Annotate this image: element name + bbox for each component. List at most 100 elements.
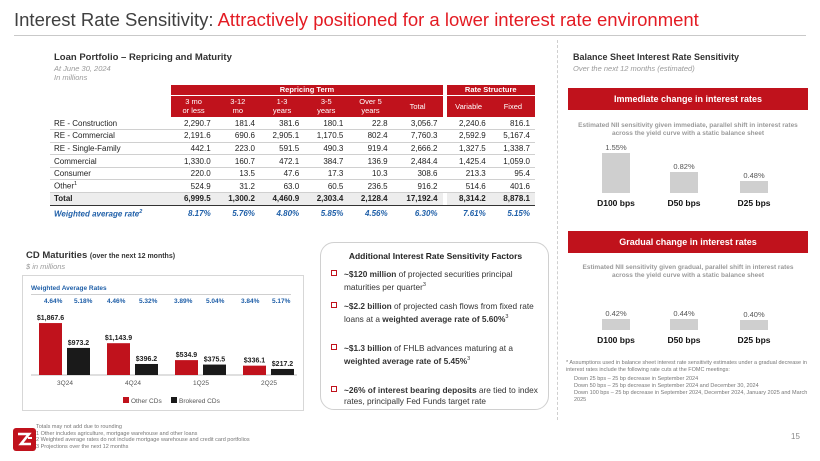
row-label: Consumer [50,167,172,181]
gradual-change-banner: Gradual change in interest rates [568,231,808,253]
table-cell: 2,484.4 [392,154,443,168]
sensitivity-bar [670,171,698,193]
table-cell: 384.7 [304,154,349,168]
sensitivity-percent: 0.40% [743,309,765,319]
table-cell: 308.6 [392,167,443,181]
cd-bar-other-cds [175,360,198,375]
table-row: RE - Construction 2,290.7 181.4 381.6 180.1 2… [50,117,535,131]
table-cell: 60.5 [304,179,349,194]
cd-bar-label: $336.1 [244,358,266,365]
sensitivity-title: Balance Sheet Interest Rate Sensitivity [573,52,740,62]
table-cell: 7,760.3 [392,129,443,143]
table-cell: 1,059.0 [490,154,535,168]
cd-category-label: 4Q24 [125,380,141,387]
cd-category-label: 1Q25 [193,380,209,387]
bullet-square-icon [331,270,337,276]
column-header: 3 mo or less [171,94,216,117]
table-cell: 690.6 [215,129,260,143]
title-divider [14,35,806,36]
table-cell: 490.3 [304,142,349,156]
cd-bar-other-cds [39,323,62,375]
table-row: Consumer 220.0 13.5 47.6 17.3 10.3 308.6 213.3 9… [50,167,535,181]
factor-item: ~$2.2 billion of projected cash flows fr… [331,301,543,324]
weighted-average-rate: 4.46% [107,298,126,305]
table-cell: 5.85% [320,208,344,218]
row-label: RE - Construction [50,117,172,131]
row-label: Other1 [50,179,172,194]
page-title: Interest Rate Sensitivity: Attractively … [14,9,699,31]
table-cell: 2,191.6 [171,129,216,143]
cd-category-label: 3Q24 [57,380,73,387]
footer-note: 1 Other includes agriculture, mortgage w… [36,430,198,437]
cd-bar-label: $534.9 [176,352,198,359]
table-cell: 591.5 [259,142,305,156]
company-logo [13,428,36,451]
table-cell: 524.9 [171,179,216,194]
table-cell: 5.76% [232,208,255,218]
table-cell: 1,327.5 [446,142,491,156]
cd-bar-brokered-cds [203,364,226,375]
column-header: Fixed [490,94,535,117]
table-cell: 2,666.2 [392,142,443,156]
weighted-average-rates-label: Weighted Average Rates [31,285,107,292]
column-header: Over 5 years [348,94,393,117]
cd-bar-label: $375.5 [204,357,226,364]
legend-swatch [123,397,129,403]
table-row: RE - Single-Family 442.1 223.0 591.5 490.3 91… [50,142,535,156]
sensitivity-subtitle: Over the next 12 months (estimated) [573,64,695,73]
table-cell: 17,192.4 [392,192,443,206]
table-cell: 213.3 [446,167,491,181]
sensitivity-footnote: * Assumptions used in balance sheet inte… [566,360,810,403]
sensitivity-bar [602,153,630,193]
legend-swatch [171,397,177,403]
cd-maturities-panel: Weighted Average Rates 4.64% 5.18% 4.46% 5.… [22,275,304,411]
cd-bar-label: $1,867.6 [37,315,64,322]
table-cell: 1,170.5 [304,129,349,143]
rate-structure-header: Rate Structure [446,85,535,95]
sensitivity-percent: 0.42% [605,309,627,319]
column-header: 3-12 mo [215,94,260,117]
additional-factors-title: Additional Interest Rate Sensitivity Fac… [348,251,523,261]
sensitivity-footnote-main: * Assumptions used in balance sheet inte… [566,360,807,373]
sensitivity-percent: 0.82% [673,161,695,171]
weighted-average-rate: 5.18% [74,298,93,305]
footer-note: 3 Projections over the next 12 months [36,443,129,450]
additional-factors-panel: Additional Interest Rate Sensitivity Fac… [320,242,549,410]
table-cell: 22.8 [348,117,393,131]
table-row: Total 6,999.5 1,300.2 4,460.9 2,303.4 2,128.4… [50,192,535,206]
table-cell: 63.0 [259,179,305,194]
row-label: Weighted average rate2 [54,208,143,219]
table-cell: 2,905.1 [259,129,305,143]
column-header: 3-5 years [304,94,349,117]
column-header: Variable [446,94,491,117]
bullet-square-icon [331,302,337,308]
loan-portfolio-title: Loan Portfolio – Repricing and Maturity [54,52,232,63]
weighted-average-rate: 5.04% [206,298,225,305]
table-cell: 1,330.0 [171,154,216,168]
sensitivity-bar [602,319,630,330]
cd-maturities-units: $ in millions [26,262,66,271]
weighted-average-rate: 5.17% [272,298,291,305]
table-row: Weighted average rate2 8.17% 5.76% 4.80% 5.8… [50,205,535,222]
table-corner [50,85,172,95]
weighted-average-rate: 3.84% [241,298,260,305]
table-cell: 514.6 [446,179,491,194]
table-cell: 5,167.4 [490,129,535,143]
table-cell: 381.6 [259,117,305,131]
title-accent: Attractively positioned for a lower inte… [217,9,699,30]
table-cell: 47.6 [259,167,305,181]
column-header: 1-3 years [259,94,305,117]
immediate-change-banner: Immediate change in interest rates [568,88,808,110]
table-cell: 816.1 [490,117,535,131]
table-cell: 160.7 [215,154,260,168]
footnote-line: Down 25 bps – 25 bp decrease in Septembe… [574,376,699,383]
footer-note: Totals may not add due to rounding [36,424,122,430]
table-cell: 95.4 [490,167,535,181]
cd-category-label: 2Q25 [261,380,277,387]
footer-note: 2 Weighted average rates do not include … [36,437,250,443]
page-number: 15 [791,432,800,441]
table-cell: 17.3 [304,167,349,181]
loan-portfolio-table: Repricing Term Rate Structure 3 mo or les… [50,85,535,222]
table-cell: 6.30% [414,208,438,218]
table-cell: 2,303.4 [304,192,349,206]
